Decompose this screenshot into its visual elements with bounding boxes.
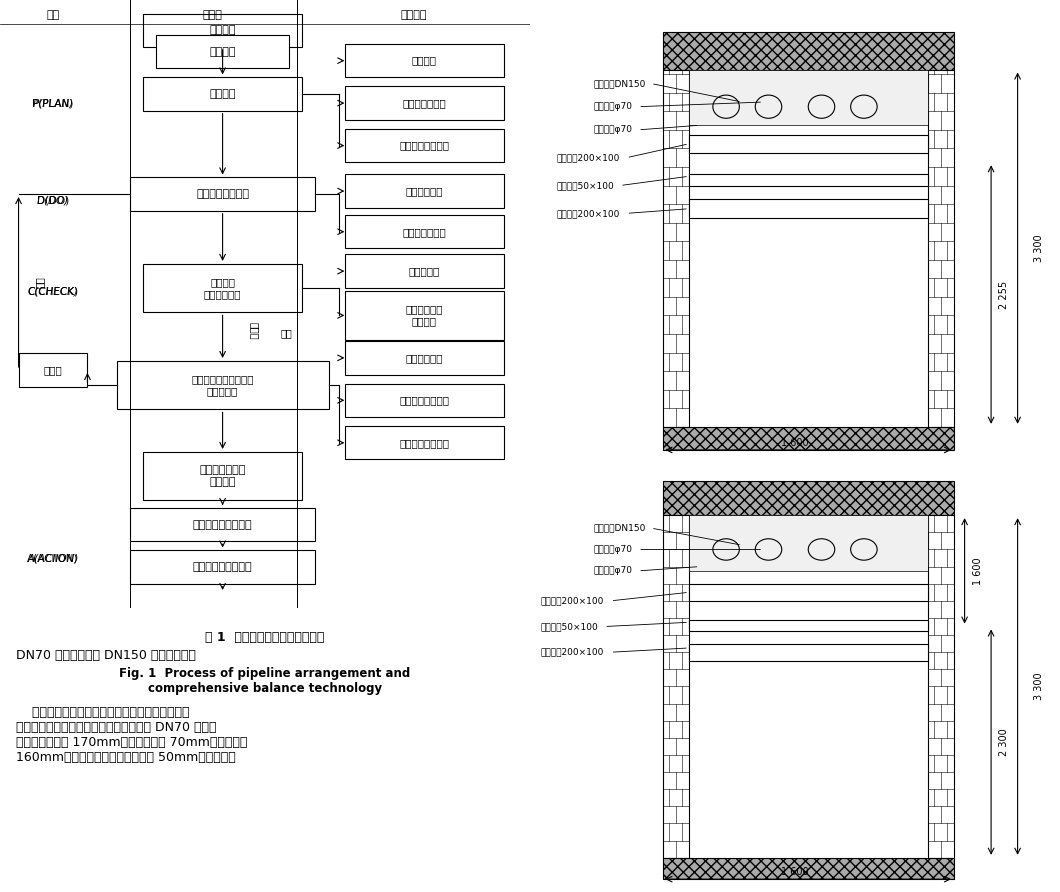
Text: 管线如按照平行布置，即弱电桥架、热水管（需
保温）、冷水管、喷淋管、强电桥架。按 DN70 热水管
道（外保温）为 170mm，冷水管道为 70mm，喷淋管道
: 管线如按照平行布置，即弱电桥架、热水管（需 保温）、冷水管、喷淋管、强电桥架。按… <box>16 706 247 764</box>
Text: 未通过: 未通过 <box>43 365 63 375</box>
FancyBboxPatch shape <box>344 426 504 459</box>
Text: 流程图: 流程图 <box>202 10 222 21</box>
FancyBboxPatch shape <box>117 361 329 409</box>
Text: 弱电桥架50×100: 弱电桥架50×100 <box>556 181 614 190</box>
Text: DN70 冷水管，一路 DN150 的喷淋总管。: DN70 冷水管，一路 DN150 的喷淋总管。 <box>16 649 196 663</box>
Bar <box>928 516 954 858</box>
Text: 典型截面图: 典型截面图 <box>408 266 440 277</box>
Text: 向总包、设计、
监理报批: 向总包、设计、 监理报批 <box>199 466 246 487</box>
FancyBboxPatch shape <box>344 175 504 208</box>
Text: 1 600: 1 600 <box>973 558 983 584</box>
Text: A(ACIION): A(ACIION) <box>28 553 78 563</box>
Text: 业主、设计要求: 业主、设计要求 <box>402 98 446 108</box>
Text: 弱电桥架200×100: 弱电桥架200×100 <box>556 209 620 218</box>
Text: 2 300: 2 300 <box>999 728 1009 756</box>
Text: 维护是否便捷: 维护是否便捷 <box>405 353 443 363</box>
Text: 热水管道φ70: 热水管道φ70 <box>594 126 633 135</box>
Text: 资料收集: 资料收集 <box>210 89 235 99</box>
Text: 设计、各专业规范: 设计、各专业规范 <box>399 141 449 151</box>
Text: 图 2  原管线布置: 图 2 原管线布置 <box>761 483 829 495</box>
Bar <box>689 620 928 631</box>
Bar <box>662 70 689 426</box>
Text: 设计交底: 设计交底 <box>210 25 235 36</box>
FancyBboxPatch shape <box>129 550 316 584</box>
Text: 热水管道φ70: 热水管道φ70 <box>594 566 633 575</box>
FancyBboxPatch shape <box>129 508 316 541</box>
Text: D(DO): D(DO) <box>37 195 69 205</box>
FancyBboxPatch shape <box>19 353 87 387</box>
Bar <box>928 70 954 426</box>
Bar <box>662 32 954 70</box>
Bar <box>689 174 928 186</box>
FancyBboxPatch shape <box>344 384 504 417</box>
FancyBboxPatch shape <box>143 452 302 500</box>
Text: 施工图纸: 施工图纸 <box>411 55 437 66</box>
Bar <box>689 644 928 661</box>
FancyBboxPatch shape <box>143 13 302 47</box>
Text: 弱电桥架50×100: 弱电桥架50×100 <box>541 622 598 631</box>
Text: 3 300: 3 300 <box>1034 673 1043 700</box>
Text: 细化工作: 细化工作 <box>401 10 426 21</box>
FancyBboxPatch shape <box>344 215 504 248</box>
Bar <box>689 70 928 125</box>
Text: 弱电桥架200×100: 弱电桥架200×100 <box>541 648 604 657</box>
Text: 整改: 整改 <box>35 277 45 288</box>
Text: 冷水管道φ70: 冷水管道φ70 <box>594 545 633 554</box>
Text: 弱电桥架200×100: 弱电桥架200×100 <box>541 597 604 606</box>
Bar <box>662 426 954 450</box>
Bar <box>689 516 928 571</box>
FancyBboxPatch shape <box>157 35 288 69</box>
FancyBboxPatch shape <box>129 178 316 211</box>
Bar <box>689 135 928 153</box>
Text: 喷淋管道DN150: 喷淋管道DN150 <box>594 524 646 533</box>
Text: 3 300: 3 300 <box>1034 235 1043 262</box>
Text: 弱电桥架200×100: 弱电桥架200×100 <box>556 153 620 162</box>
FancyBboxPatch shape <box>344 291 504 340</box>
Text: D(DO): D(DO) <box>37 195 69 205</box>
Text: 检查管线
布置图合理性: 检查管线 布置图合理性 <box>204 277 242 299</box>
Text: 1 600: 1 600 <box>781 438 809 448</box>
Text: 生成管线综合布置图: 生成管线综合布置图 <box>193 562 252 572</box>
Text: 喷淋管道DN150: 喷淋管道DN150 <box>594 79 646 88</box>
Text: C(CHECK): C(CHECK) <box>28 286 78 296</box>
Text: 各专业综合管线布置图
局部截面图: 各专业综合管线布置图 局部截面图 <box>192 375 253 396</box>
Text: 符合: 符合 <box>280 328 293 339</box>
Text: 2 255: 2 255 <box>999 280 1009 309</box>
Text: 不合格: 不合格 <box>249 322 260 339</box>
Text: 现场施工: 现场施工 <box>210 46 235 56</box>
FancyBboxPatch shape <box>344 87 504 120</box>
Text: 是否符合专业
规范要求: 是否符合专业 规范要求 <box>405 304 443 326</box>
Bar <box>689 583 928 601</box>
Text: Fig. 1  Process of pipeline arrangement and
comprehensive balance technology: Fig. 1 Process of pipeline arrangement a… <box>120 667 410 695</box>
FancyBboxPatch shape <box>344 129 504 162</box>
Text: 设备驳运路线图: 设备驳运路线图 <box>402 227 446 236</box>
Text: 冷水管道φ70: 冷水管道φ70 <box>594 103 633 112</box>
Text: 图 1  管线布置综合平衡技术流程: 图 1 管线布置综合平衡技术流程 <box>206 631 324 644</box>
Text: 1 600: 1 600 <box>781 867 809 877</box>
Bar <box>662 858 954 880</box>
FancyBboxPatch shape <box>344 44 504 78</box>
Text: 末端设备是否合理: 末端设备是否合理 <box>399 438 449 448</box>
FancyBboxPatch shape <box>344 254 504 288</box>
Bar <box>689 200 928 218</box>
Bar <box>662 516 689 858</box>
Text: 业主、机电顾问批报: 业主、机电顾问批报 <box>193 520 252 530</box>
Text: 阶段: 阶段 <box>47 10 59 21</box>
Text: A(ACIION): A(ACIION) <box>28 553 78 563</box>
Text: 吊顶标高是否满足: 吊顶标高是否满足 <box>399 395 449 405</box>
Text: 结构预留洞图: 结构预留洞图 <box>405 186 443 196</box>
Text: C(CHECK): C(CHECK) <box>28 286 78 296</box>
Text: P(PLAN): P(PLAN) <box>33 98 73 108</box>
FancyBboxPatch shape <box>344 342 504 375</box>
FancyBboxPatch shape <box>143 264 302 312</box>
FancyBboxPatch shape <box>143 78 302 111</box>
Bar <box>662 481 954 516</box>
Text: 初步管线综合布置: 初步管线综合布置 <box>196 189 249 199</box>
Text: Fig. 2  Original pipeline arrangement: Fig. 2 Original pipeline arrangement <box>672 515 918 528</box>
Text: P(PLAN): P(PLAN) <box>32 98 74 108</box>
